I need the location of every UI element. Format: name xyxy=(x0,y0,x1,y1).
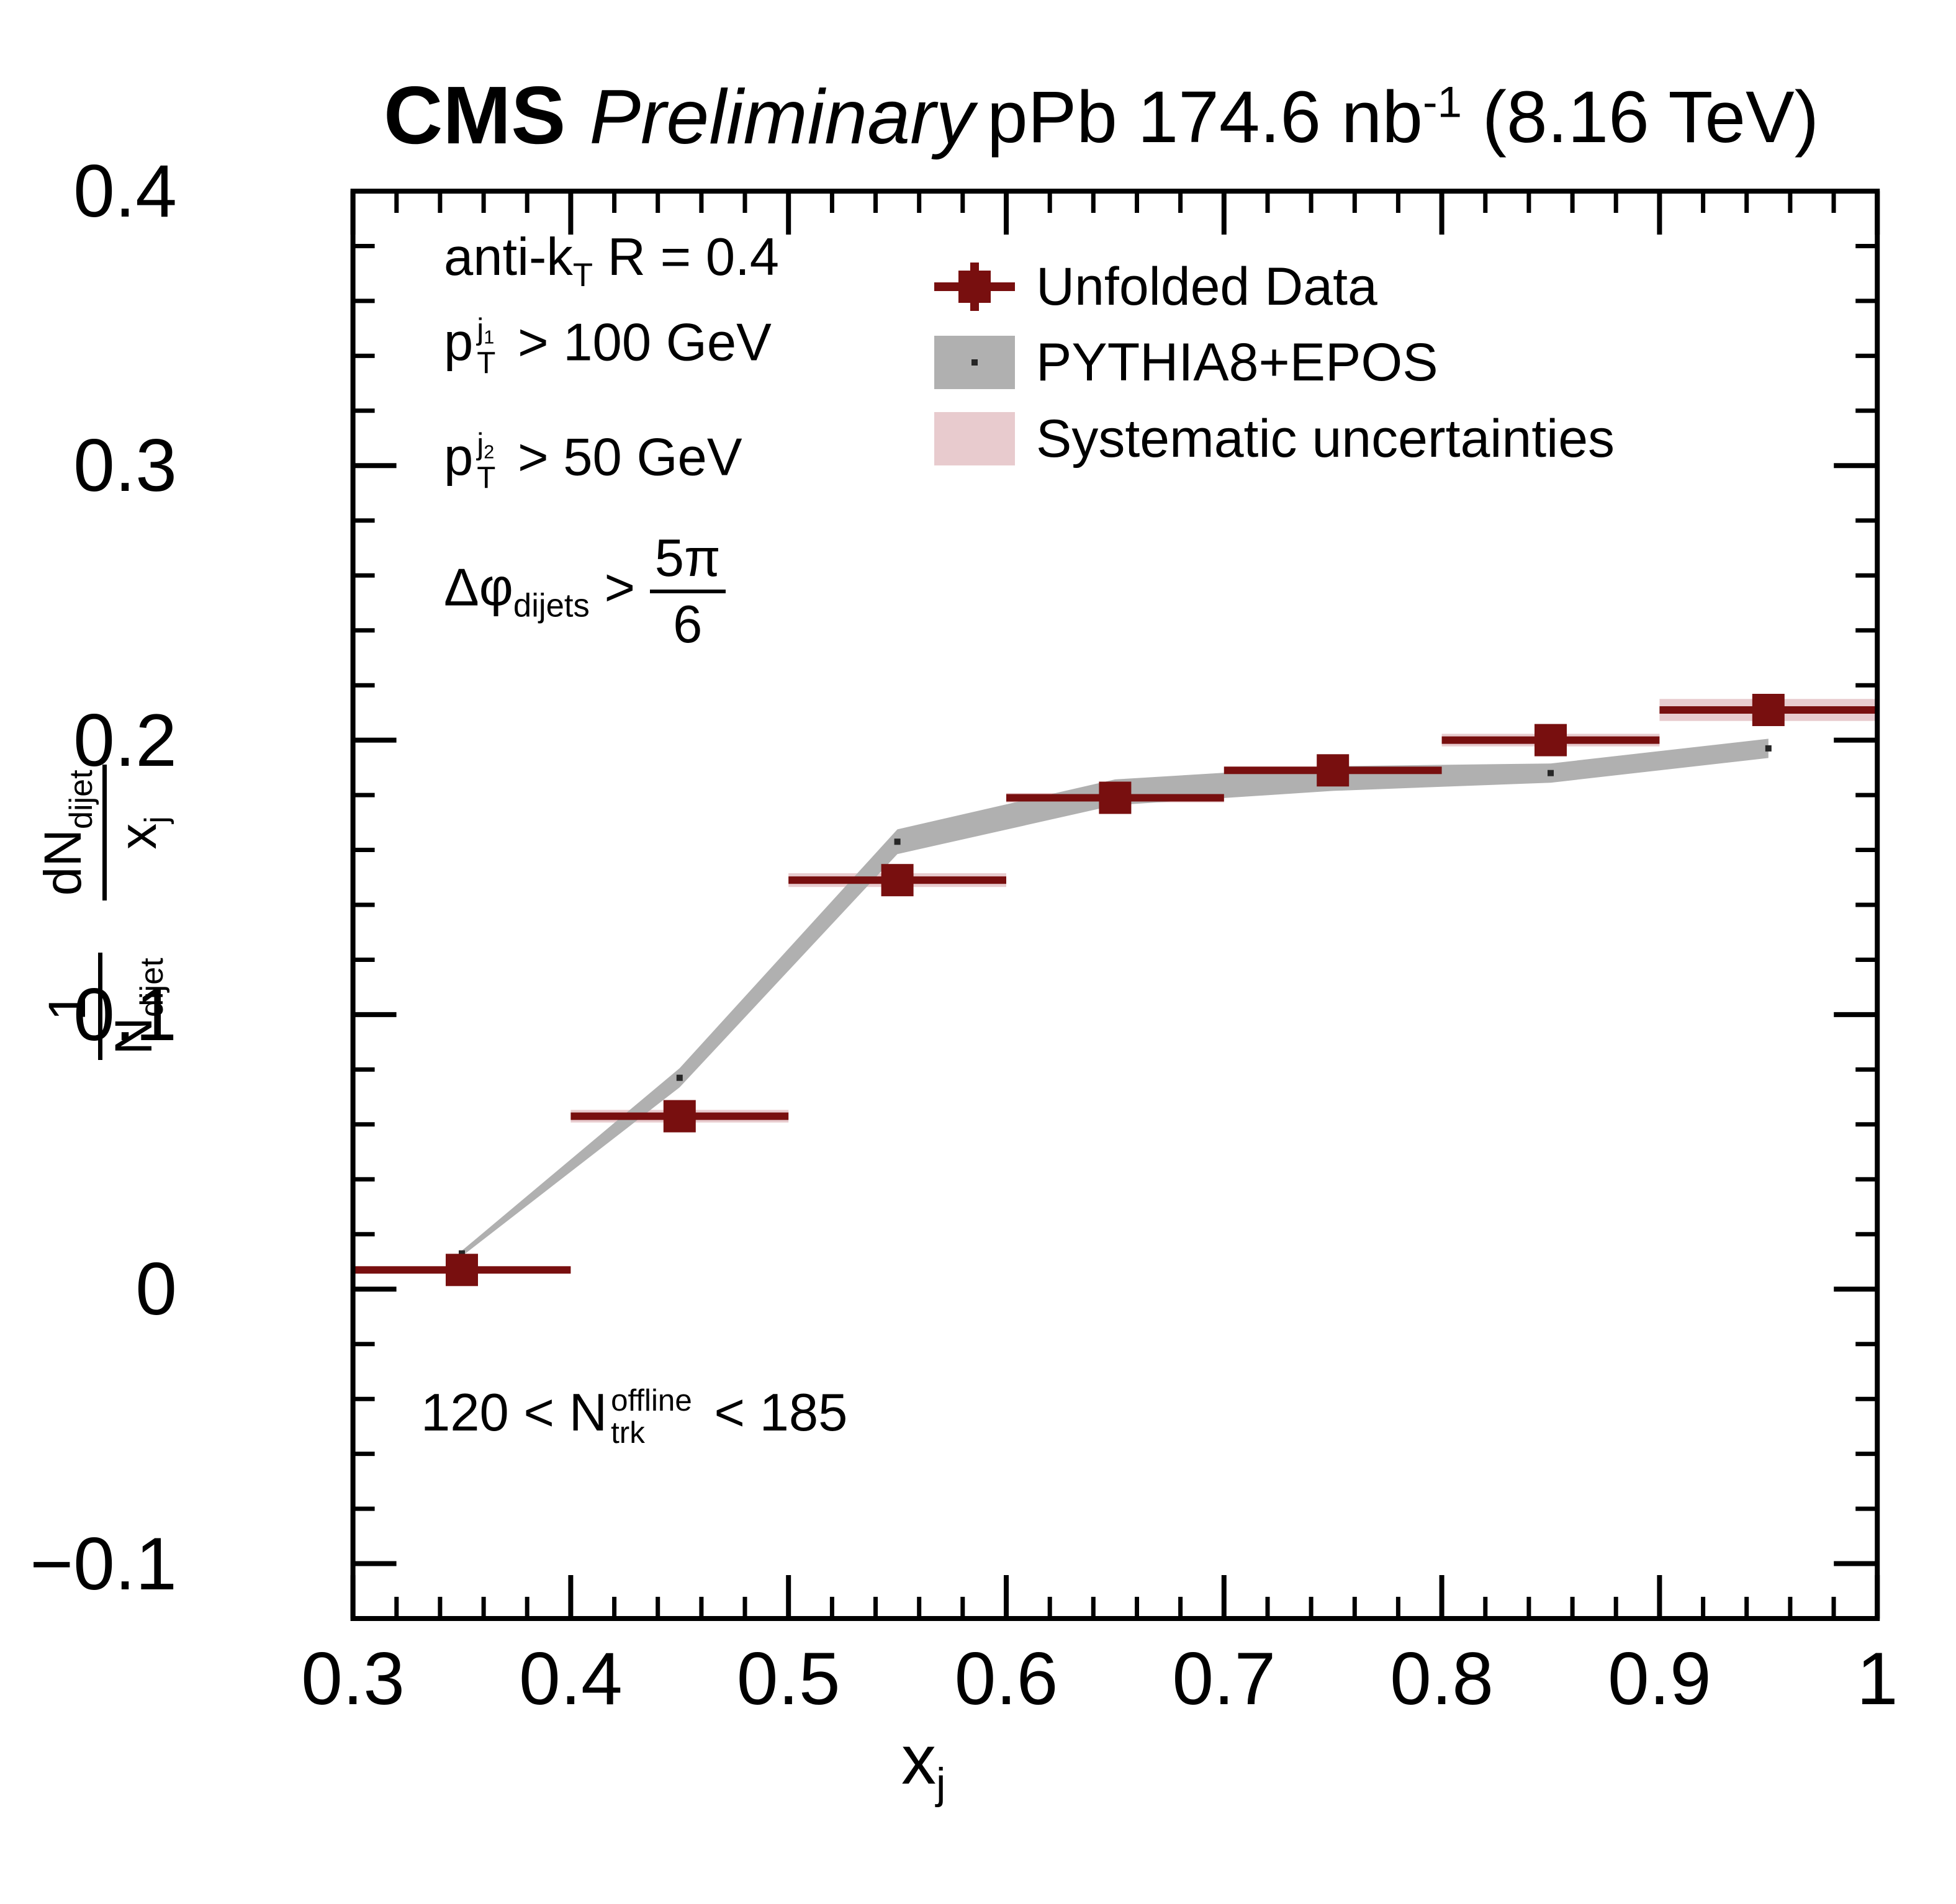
y-tick-label: 0 xyxy=(135,1247,177,1331)
y-tick-label: 0.4 xyxy=(73,150,177,233)
subscript: trk xyxy=(611,1415,645,1450)
x-tick-label: 0.8 xyxy=(1390,1637,1494,1720)
annotation-text: anti-k xyxy=(444,228,573,287)
experiment-name: CMS xyxy=(384,70,566,161)
jet-algorithm-annotation: anti-kT R = 0.4 xyxy=(444,228,779,294)
superscript: j2 xyxy=(477,427,495,463)
lumi-energy: (8.16 TeV) xyxy=(1461,76,1819,158)
dphi-cut-annotation: Δφdijets > 5π 6 xyxy=(444,531,726,653)
annotation-sub: T xyxy=(572,257,593,294)
legend-label: Unfolded Data xyxy=(1036,256,1377,317)
subscript: T xyxy=(477,460,496,495)
annotation-text: < 185 xyxy=(699,1383,848,1442)
legend-item-systematics: Systematic uncertainties xyxy=(934,401,1615,477)
y-tick-label: −0.1 xyxy=(30,1522,177,1605)
superscript: j1 xyxy=(477,312,495,348)
data-marker xyxy=(1099,781,1132,814)
subleading-jet-pt-cut-annotation: p j2 T > 50 GeV xyxy=(444,428,742,494)
superscript: offline xyxy=(611,1383,692,1417)
script-stack: j2 T xyxy=(477,428,495,494)
pythia-band-icon xyxy=(934,325,1015,400)
pink-band-swatch xyxy=(934,412,1015,465)
legend-item-pythia: PYTHIA8+EPOS xyxy=(934,325,1438,400)
x-tick-label: 0.5 xyxy=(736,1637,841,1720)
x-title-sub: j xyxy=(936,1759,946,1808)
legend-item-unfolded-data: Unfolded Data xyxy=(934,249,1377,325)
annotation-text: Δφ xyxy=(444,558,513,617)
y-tick-label: 0.1 xyxy=(73,972,177,1056)
data-marker xyxy=(1752,694,1785,726)
data-marker xyxy=(663,1100,696,1133)
annotation-text: p xyxy=(444,428,474,487)
script-stack: j1 T xyxy=(477,313,495,379)
pythia-point xyxy=(894,838,901,845)
x-tick-label: 1 xyxy=(1856,1637,1898,1720)
annotation-text: R = 0.4 xyxy=(593,228,780,287)
experiment-title: CMS Preliminary xyxy=(384,74,974,156)
marker-square xyxy=(958,271,991,303)
x-title-base: x xyxy=(901,1721,936,1798)
pythia-point xyxy=(1548,770,1554,776)
fraction-bar xyxy=(102,765,107,901)
pythia-point-dot xyxy=(971,359,978,366)
fraction-bar xyxy=(649,590,726,594)
unfolded-data-marker-icon xyxy=(934,249,1015,325)
annotation-text: > 100 GeV xyxy=(503,313,772,372)
annotation-sub: dijets xyxy=(513,587,590,624)
pythia-point xyxy=(1765,745,1772,752)
data-marker xyxy=(446,1254,478,1287)
legend-label: Systematic uncertainties xyxy=(1036,408,1615,469)
pythia-point xyxy=(459,1250,465,1257)
x-tick-label: 0.6 xyxy=(954,1637,1058,1720)
experiment-status: Preliminary xyxy=(589,74,975,160)
systematics-band-icon xyxy=(934,401,1015,477)
annotation-text: 120 < N xyxy=(421,1383,608,1442)
subscript: T xyxy=(477,346,496,380)
data-marker xyxy=(881,864,914,897)
pythia-band xyxy=(462,739,1769,1257)
x-tick-label: 0.4 xyxy=(518,1637,623,1720)
x-tick-label: 0.7 xyxy=(1172,1637,1276,1720)
script-stack: offline trk xyxy=(611,1385,692,1449)
annotation-text: p xyxy=(444,313,474,372)
leading-jet-pt-cut-annotation: p j1 T > 100 GeV xyxy=(444,313,772,379)
legend-label: PYTHIA8+EPOS xyxy=(1036,332,1438,392)
annotation-text: > xyxy=(589,558,650,617)
data-marker xyxy=(1535,724,1567,757)
lumi-exponent: -1 xyxy=(1423,78,1462,127)
pythia-point xyxy=(676,1074,683,1081)
y-tick-label: 0.3 xyxy=(73,424,177,508)
lumi-text: pPb 174.6 nb xyxy=(986,76,1423,158)
x-tick-label: 0.9 xyxy=(1607,1637,1711,1720)
y-tick-label: 0.2 xyxy=(73,698,177,782)
x-tick-label: 0.3 xyxy=(301,1637,405,1720)
dndijet-over-xj-fraction: dNdijet xj xyxy=(34,765,174,901)
data-marker xyxy=(1317,754,1350,787)
annotation-text: > 50 GeV xyxy=(503,428,742,487)
x-axis-title: xj xyxy=(901,1725,945,1805)
luminosity-label: pPb 174.6 nb-1 (8.16 TeV) xyxy=(987,81,1819,154)
fraction: 5π 6 xyxy=(649,531,726,653)
